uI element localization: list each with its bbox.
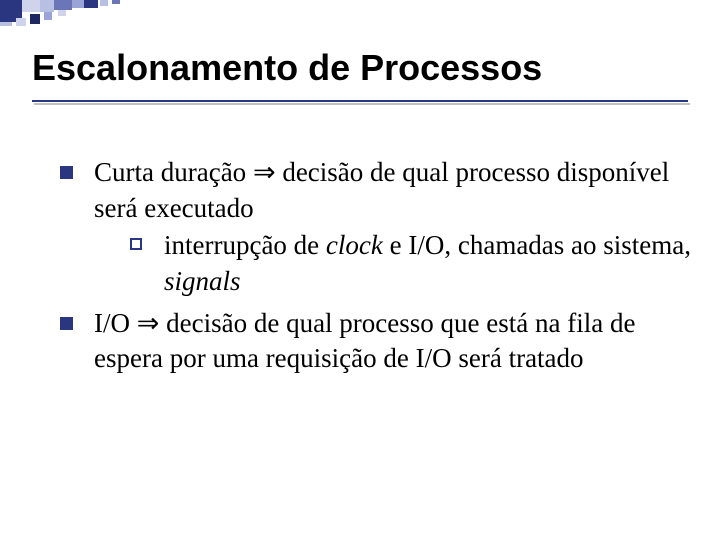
bullet-level-1: I/O ⇒ decisão de qual processo que está …: [60, 306, 692, 377]
decor-square: [30, 14, 40, 24]
content-area: Curta duração ⇒ decisão de qual processo…: [60, 155, 692, 383]
bullet-text: I/O ⇒ decisão de qual processo que está …: [94, 306, 692, 377]
decor-square: [112, 0, 120, 4]
decor-square: [100, 0, 108, 6]
title-underline-shadow: [34, 103, 690, 105]
decor-square: [22, 0, 40, 12]
text-run: ⇒: [137, 308, 160, 338]
decor-square: [84, 0, 98, 8]
decor-square: [16, 18, 26, 26]
text-run: ⇒: [253, 157, 276, 187]
bullet-level-2: interrupção de clock e I/O, chamadas ao …: [94, 228, 692, 299]
square-bullet-icon: [60, 317, 73, 330]
title-underline: [32, 100, 688, 102]
page-title: Escalonamento de Processos: [32, 48, 688, 88]
text-run: interrupção de: [164, 230, 326, 260]
bullet-level-1: Curta duração ⇒ decisão de qual processo…: [60, 155, 692, 300]
hollow-square-bullet-icon: [130, 238, 142, 250]
square-bullet-icon: [60, 166, 73, 179]
decor-square: [44, 12, 52, 20]
decor-square: [58, 10, 66, 16]
corner-decoration: [0, 0, 160, 30]
text-run: decisão de qual processo que está na fil…: [94, 308, 635, 374]
text-run: e I/O, chamadas ao sistema,: [383, 230, 691, 260]
bullet-text: interrupção de clock e I/O, chamadas ao …: [164, 228, 692, 299]
text-run: clock: [326, 230, 383, 260]
decor-square: [0, 22, 12, 26]
text-run: I/O: [94, 308, 137, 338]
text-run: signals: [164, 266, 241, 296]
decor-square: [40, 0, 54, 12]
slide: Escalonamento de Processos Curta duração…: [0, 0, 720, 540]
decor-square: [54, 0, 72, 10]
title-container: Escalonamento de Processos: [32, 48, 688, 88]
bullet-text: Curta duração ⇒ decisão de qual processo…: [94, 155, 692, 226]
text-run: Curta duração: [94, 157, 253, 187]
decor-square: [72, 0, 84, 8]
